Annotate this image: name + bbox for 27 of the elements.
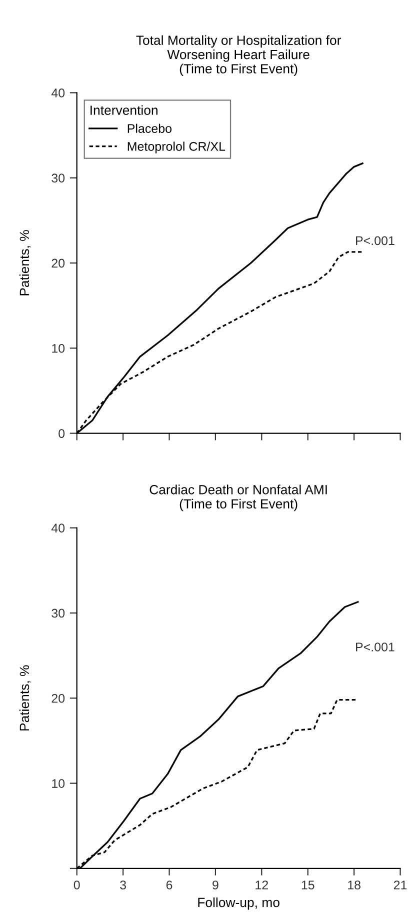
x-tick-label: 15 xyxy=(302,880,314,890)
x-tick-label: 12 xyxy=(256,880,268,890)
x-tick-label: 9 xyxy=(212,880,218,890)
y-axis-title: Patients, % xyxy=(19,665,31,730)
chart-title: Cardiac Death or Nonfatal AMI (Time to First Event) xyxy=(150,484,327,512)
y-tick-label: 10 xyxy=(52,779,65,788)
y-tick-label: 40 xyxy=(51,524,65,532)
y-tick-label: 30 xyxy=(52,174,65,183)
y-tick-label: 20 xyxy=(52,258,65,268)
legend-title: Intervention xyxy=(90,105,158,115)
x-tick-label: 21 xyxy=(394,880,407,890)
y-tick-label: 30 xyxy=(52,608,65,618)
y-tick-label: 0 xyxy=(58,429,65,438)
x-tick-label: 0 xyxy=(74,880,80,890)
x-axis-title: Follow-up, mo xyxy=(198,897,280,910)
legend-label: Placebo xyxy=(128,124,172,133)
y-tick-label: 40 xyxy=(51,88,65,98)
x-tick-label: 6 xyxy=(166,880,172,890)
chart-title: Total Mortality or Hospitalization for Worsening Heart Failure (Time to First Event) xyxy=(136,35,342,76)
y-axis-title: Patients, % xyxy=(19,230,31,296)
x-tick-label: 18 xyxy=(348,880,360,890)
annotation: P<.001 xyxy=(356,236,394,246)
legend-label: Metoprolol CR/XL xyxy=(128,142,226,154)
y-tick-label: 10 xyxy=(52,344,65,353)
x-tick-label: 3 xyxy=(120,880,126,890)
annotation: P<.001 xyxy=(356,642,394,652)
y-tick-label: 20 xyxy=(52,694,65,703)
